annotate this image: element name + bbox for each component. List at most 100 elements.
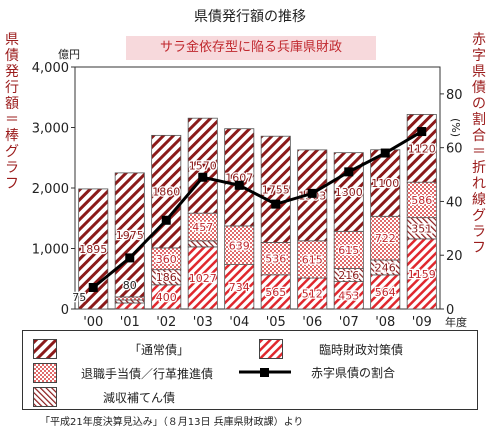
data-label: 1860 xyxy=(152,186,180,199)
x-tick-label: '05 xyxy=(266,315,286,330)
x-tick-label: '03 xyxy=(193,315,213,330)
legend-item-retirement: 退職手当債／行革推進債 xyxy=(33,363,213,383)
bar-segment xyxy=(260,241,291,276)
data-label: 1100 xyxy=(371,177,399,190)
line-point xyxy=(417,127,427,137)
data-label: 1755 xyxy=(262,183,290,196)
data-label: 1570 xyxy=(189,160,217,173)
bar-segment xyxy=(297,277,328,310)
bar-segment xyxy=(114,302,145,310)
line-point xyxy=(125,253,135,263)
x-suffix-label: 年度 xyxy=(445,315,467,329)
bar-segment xyxy=(187,117,218,214)
x-tick-label: '07 xyxy=(339,315,359,330)
bar-segment xyxy=(224,128,255,227)
line-point xyxy=(234,180,244,190)
bar-segment xyxy=(114,172,145,298)
line-point xyxy=(88,282,98,292)
bar-segment xyxy=(224,225,255,265)
deficit-ratio-line xyxy=(92,130,423,289)
y-tick-label: 3,000 xyxy=(32,122,69,137)
legend-line-marker xyxy=(239,368,291,377)
legend-item-revenue: 減収補てん債 xyxy=(33,387,175,407)
bar-segment xyxy=(187,240,218,248)
bar-segment xyxy=(260,135,291,243)
y-unit-label: 億円 xyxy=(58,48,80,61)
data-label: 360 xyxy=(156,253,177,266)
bar-segment xyxy=(333,230,364,269)
line-point xyxy=(380,148,390,158)
left-axis-label: 県債発行額＝棒グラフ xyxy=(5,32,19,192)
x-tick-label: '00 xyxy=(83,315,103,330)
y-tick-label: 4,000 xyxy=(32,61,69,76)
legend-item-deficit-ratio: 赤字県債の割合 xyxy=(239,363,395,381)
data-label: 453 xyxy=(338,289,359,302)
data-label: 565 xyxy=(265,286,286,299)
y2-tick-label: 60 xyxy=(446,142,463,157)
bar-segment xyxy=(333,281,364,310)
bar-segment xyxy=(370,149,401,217)
legend-item-regular: 「通常債」 xyxy=(33,339,189,359)
data-label: 400 xyxy=(156,291,177,304)
x-tick-label: '08 xyxy=(375,315,395,330)
data-label: 1159 xyxy=(408,268,436,281)
bar-segment xyxy=(151,284,182,310)
data-label: 1300 xyxy=(335,186,363,199)
line-point xyxy=(344,167,354,177)
data-label: 586 xyxy=(411,194,432,207)
legend: 「通常債」 臨時財政対策債 退職手当債／行革推進債 赤字県債の割合 減収補てん債 xyxy=(22,330,478,410)
data-label: 722 xyxy=(375,232,396,245)
data-label: 734 xyxy=(229,281,250,294)
data-label: 457 xyxy=(192,221,213,234)
data-label: 512 xyxy=(302,288,323,301)
y2-tick-label: 40 xyxy=(446,195,463,210)
page-title: 県債発行額の推移 xyxy=(194,9,306,25)
line-point xyxy=(271,199,281,209)
bar-segment xyxy=(406,114,437,183)
legend-item-temporary: 臨時財政対策債 xyxy=(259,339,403,359)
x-tick-label: '01 xyxy=(120,315,140,330)
data-label: 564 xyxy=(375,286,396,299)
data-label: 1120 xyxy=(408,142,436,155)
data-label-extra: 80 xyxy=(123,279,137,292)
data-label: 615 xyxy=(302,253,323,266)
bar-segment xyxy=(370,215,401,261)
data-label: 536 xyxy=(265,253,286,266)
bar-segment xyxy=(187,212,218,242)
y-tick-label: 2,000 xyxy=(32,182,69,197)
subtitle: サラ金依存型に陥る兵庫県財政 xyxy=(126,36,376,60)
x-tick-label: '09 xyxy=(412,315,432,330)
bar-segment xyxy=(406,238,437,310)
data-label: 246 xyxy=(375,261,396,274)
legend-swatch-revenue xyxy=(33,387,57,407)
y-tick-label: 0 xyxy=(61,303,69,318)
legend-swatch-temporary xyxy=(259,339,283,359)
y2-tick-label: 80 xyxy=(446,88,463,103)
data-label: 1027 xyxy=(189,272,217,285)
legend-swatch-retirement xyxy=(33,363,57,383)
x-tick-label: '06 xyxy=(302,315,322,330)
data-label: 615 xyxy=(338,244,359,257)
source-note: 「平成21年度決算見込み」（８月13日 兵庫県財政課）より xyxy=(40,417,304,428)
data-label: 216 xyxy=(338,269,359,282)
line-point xyxy=(307,188,317,198)
data-label: 1895 xyxy=(79,243,107,256)
data-label: 186 xyxy=(156,271,177,284)
x-tick-label: '04 xyxy=(229,315,249,330)
right-axis-label: 赤字県債の割合＝折れ線グラフ xyxy=(472,32,486,256)
x-tick-label: '02 xyxy=(156,315,176,330)
data-label: 351 xyxy=(411,222,432,235)
line-point xyxy=(198,172,208,182)
data-label: 1975 xyxy=(116,229,144,242)
y2-tick-label: 20 xyxy=(446,249,463,264)
y2-tick-label: 0 xyxy=(446,303,454,318)
legend-swatch-regular xyxy=(33,339,57,359)
bar-segment xyxy=(187,246,218,310)
y2-unit-label: (%) xyxy=(449,118,462,137)
data-label: 639 xyxy=(229,239,250,252)
bar-segment xyxy=(297,240,328,279)
bar-segment xyxy=(114,296,145,301)
data-label-extra: 75 xyxy=(72,291,86,304)
data-label: 1607 xyxy=(225,171,253,184)
